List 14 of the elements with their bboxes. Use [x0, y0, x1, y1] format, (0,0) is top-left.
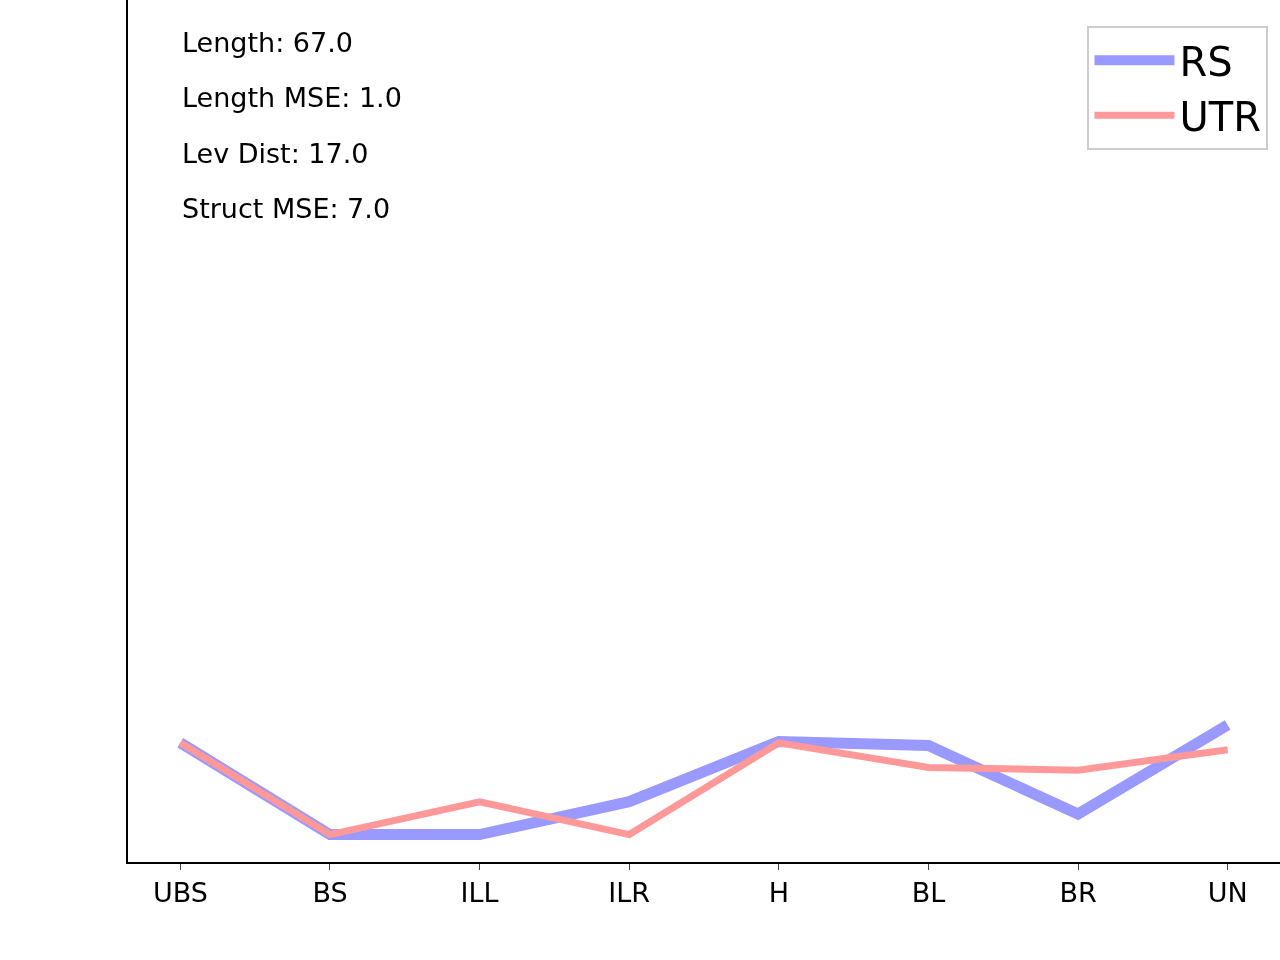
- x-tick-label: ILL: [460, 877, 499, 909]
- legend-label: UTR: [1179, 93, 1261, 140]
- x-tick-label: BR: [1059, 877, 1097, 909]
- text: Struct MSE: 7.0: [182, 193, 391, 224]
- x-tick-label: H: [768, 877, 789, 909]
- text: Lev Dist: 17.0: [182, 138, 369, 169]
- x-tick-label: UBS: [152, 877, 208, 909]
- x-tick-label: ILR: [608, 877, 651, 909]
- text: Length: 67.0: [182, 27, 353, 58]
- x-tick-label: UN: [1207, 877, 1248, 909]
- x-tick-label: BS: [312, 877, 348, 909]
- legend-label: RS: [1179, 38, 1233, 85]
- text: Length MSE: 1.0: [182, 82, 402, 113]
- x-tick-label: BL: [911, 877, 946, 909]
